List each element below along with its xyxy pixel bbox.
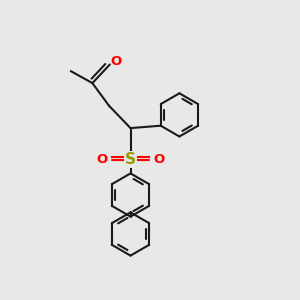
Text: O: O (153, 153, 165, 166)
Text: O: O (111, 55, 122, 68)
Text: O: O (96, 153, 108, 166)
Text: S: S (125, 152, 136, 167)
